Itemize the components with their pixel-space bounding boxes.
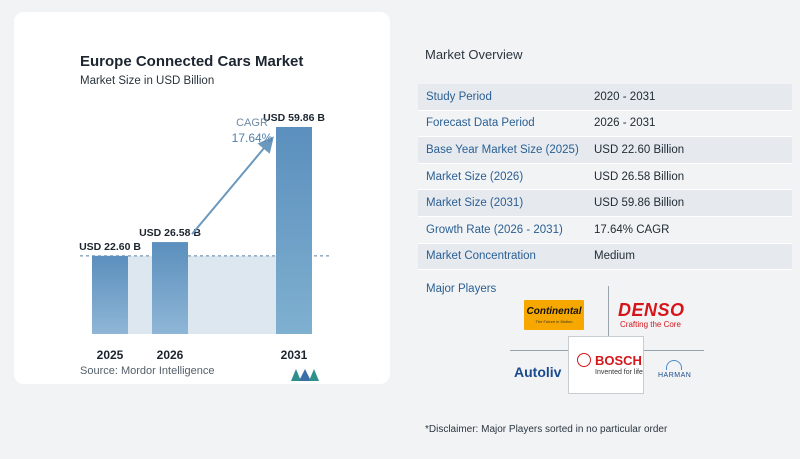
bosch-logo: BOSCH [595, 353, 642, 368]
overview-row-value: 17.64% CAGR [594, 223, 670, 236]
overview-row-label: Forecast Data Period [426, 117, 535, 130]
bosch-tagline: Invented for life [595, 369, 643, 376]
overview-row: Market Size (2031) USD 59.86 Billion [418, 190, 792, 217]
chart-title: Europe Connected Cars Market [80, 53, 304, 70]
harman-arc-icon [666, 360, 682, 370]
bosch-logo-box: BOSCH Invented for life [568, 336, 644, 394]
overview-title: Market Overview [425, 47, 523, 62]
harman-logo: HARMAN [658, 372, 692, 379]
players-logos: Continental The Future in Motion DENSO C… [510, 286, 706, 396]
baseline-band [128, 255, 276, 334]
overview-row-value: Medium [594, 250, 635, 263]
overview-row: Study Period 2020 - 2031 [418, 84, 792, 111]
cagr-value: 17.64% [232, 131, 273, 145]
cagr-arrow [191, 136, 274, 235]
denso-logo: DENSO [618, 300, 685, 320]
source-label: Source: Mordor Intelligence [80, 365, 215, 377]
chart-subtitle: Market Size in USD Billion [80, 75, 215, 87]
overview-row-label: Market Concentration [426, 250, 536, 263]
overview-row-label: Study Period [426, 90, 492, 103]
overview-row-label: Growth Rate (2026 - 2031) [426, 223, 563, 236]
continental-logo: Continental The Future in Motion [524, 300, 584, 330]
overview-row-label: Market Size (2026) [426, 170, 524, 183]
players-title: Major Players [426, 283, 497, 295]
mordor-logo-icon [291, 369, 319, 381]
bar-2031 [276, 127, 312, 334]
overview-row-value: USD 22.60 Billion [594, 143, 685, 156]
overview-row-label: Base Year Market Size (2025) [426, 143, 579, 156]
bosch-circle-icon [577, 353, 591, 367]
overview-table: Study Period 2020 - 2031 Forecast Data Per… [418, 84, 792, 271]
autoliv-logo: Autoliv [514, 364, 562, 380]
overview-row: Market Concentration Medium [418, 243, 792, 271]
cagr-label: CAGR [236, 117, 268, 129]
tick-label-2025: 2025 [97, 348, 124, 362]
overview-row-value: 2026 - 2031 [594, 117, 656, 130]
tick-label-2026: 2026 [157, 348, 184, 362]
overview-row: Market Size (2026) USD 26.58 Billion [418, 163, 792, 191]
tick-label-2031: 2031 [281, 348, 308, 362]
overview-row-label: Market Size (2031) [426, 197, 524, 210]
overview-row: Growth Rate (2026 - 2031) 17.64% CAGR [418, 216, 792, 244]
chart-card: USD 22.60 B 2025 USD 26.58 B 2026 USD 59.86 … [14, 12, 390, 384]
overview-row-value: USD 26.58 Billion [594, 170, 685, 183]
overview-row-value: USD 59.86 Billion [594, 197, 685, 210]
overview-row: Base Year Market Size (2025) USD 22.60 Bi… [418, 137, 792, 164]
overview-row-value: 2020 - 2031 [594, 90, 656, 103]
data-label-2031: USD 59.86 B [263, 112, 325, 124]
disclaimer: *Disclaimer: Major Players sorted in no … [425, 424, 668, 435]
data-label-2026: USD 26.58 B [139, 227, 201, 239]
bar-chart: USD 22.60 B 2025 USD 26.58 B 2026 USD 59.86 … [79, 112, 330, 362]
overview-row: Forecast Data Period 2026 - 2031 [418, 110, 792, 138]
denso-tagline: Crafting the Core [620, 320, 681, 329]
data-label-2025: USD 22.60 B [79, 241, 141, 253]
bar-2025 [92, 255, 128, 334]
bar-2026 [152, 242, 188, 334]
